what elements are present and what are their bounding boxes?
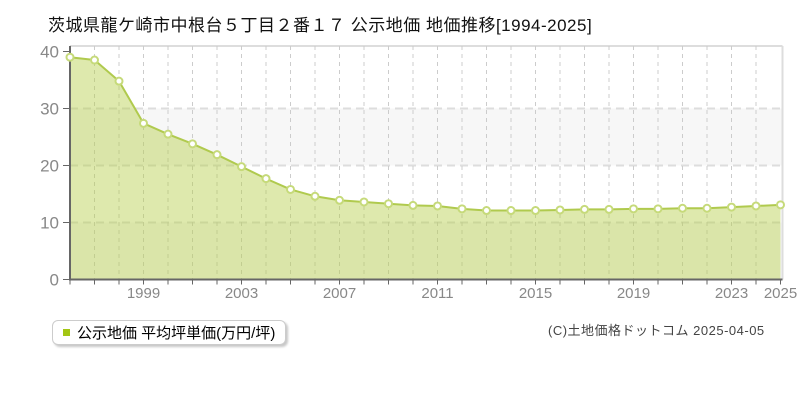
legend: 公示地価 平均坪単価(万円/坪) <box>52 320 287 345</box>
data-point <box>237 162 246 172</box>
y-tick-label: 30 <box>40 100 59 119</box>
data-point <box>188 139 197 149</box>
x-tick-label: 2011 <box>421 285 453 302</box>
series-area <box>70 57 781 280</box>
axes <box>63 46 783 285</box>
data-point <box>335 195 344 205</box>
x-tick-label: 2015 <box>519 285 552 302</box>
data-point <box>702 203 712 213</box>
data-point <box>482 206 491 216</box>
x-tick-label: 2007 <box>323 285 356 302</box>
plot-bands <box>70 108 783 280</box>
data-point <box>727 202 736 212</box>
data-point <box>433 201 442 211</box>
data-point <box>310 191 320 201</box>
data-point <box>359 197 369 207</box>
data-point <box>286 184 295 194</box>
data-point <box>114 76 124 86</box>
plot-border <box>70 45 784 280</box>
data-point <box>678 203 687 213</box>
v-gridlines <box>94 46 757 280</box>
legend-series-label: 公示地価 平均坪単価(万円/坪) <box>77 325 276 342</box>
h-gridlines <box>70 107 783 224</box>
y-tick-label: 0 <box>50 271 59 290</box>
y-tick-label: 40 <box>40 43 59 62</box>
y-tick-label: 20 <box>40 157 59 176</box>
y-axis-labels: 0 10 20 30 40 <box>40 43 59 290</box>
x-tick-label: 2003 <box>225 285 258 302</box>
data-point <box>65 52 75 62</box>
data-point <box>604 204 614 214</box>
x-tick-label: 1999 <box>127 285 160 302</box>
data-point <box>139 118 148 128</box>
data-point-markers <box>65 52 785 216</box>
x-tick-label: 2025 <box>764 285 797 302</box>
data-point <box>457 204 467 214</box>
y-tick-label: 10 <box>40 214 59 233</box>
data-point <box>261 174 271 184</box>
x-axis-labels: 1999 2003 2007 2011 2015 2019 2023 2025 <box>127 285 797 302</box>
data-point <box>384 199 393 209</box>
data-point <box>212 150 222 160</box>
data-point <box>531 206 540 216</box>
data-point <box>506 206 516 216</box>
data-point <box>776 200 785 210</box>
data-point <box>751 201 761 211</box>
data-point <box>408 200 418 210</box>
data-point <box>90 55 99 65</box>
data-point <box>163 129 173 139</box>
data-point <box>653 204 663 214</box>
data-point <box>629 204 638 214</box>
data-point <box>555 205 565 215</box>
page-title: 茨城県龍ケ崎市中根台５丁目２番１７ 公示地価 地価推移[1994-2025] <box>48 16 593 35</box>
legend-series-marker-icon <box>63 329 70 336</box>
x-tick-label: 2023 <box>715 285 748 302</box>
x-tick-label: 2019 <box>617 285 650 302</box>
data-point <box>580 204 589 214</box>
copyright: (C)土地価格ドットコム 2025-04-05 <box>548 323 765 338</box>
